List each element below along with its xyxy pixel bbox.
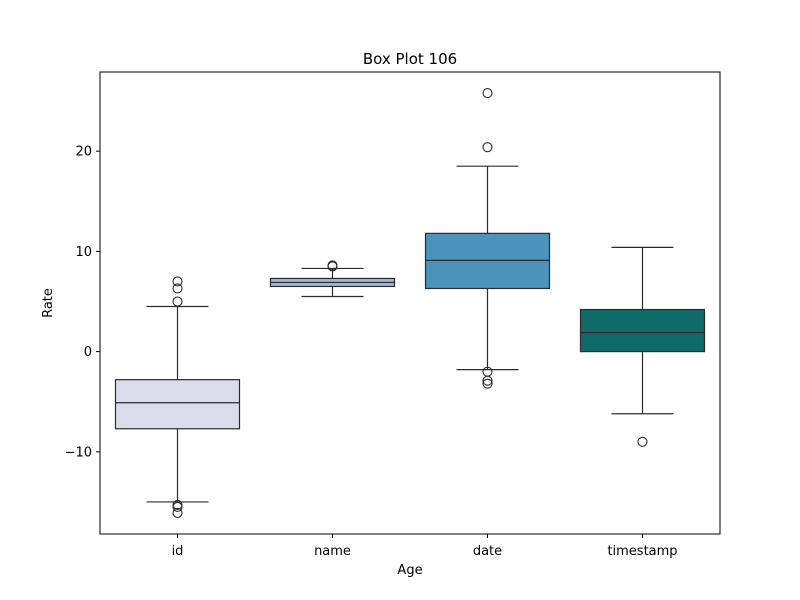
box-iqr: [114, 379, 241, 430]
x-axis: id name date timestamp: [172, 534, 678, 559]
axes-frame: [99, 71, 721, 535]
y-tick-label: 10: [75, 245, 92, 260]
box-id: [114, 276, 241, 519]
y-axis-label: Rate: [41, 288, 56, 318]
x-axis-label: Age: [397, 563, 422, 578]
x-tick-label: id: [172, 544, 184, 559]
plot-area: [114, 87, 706, 519]
box-iqr: [579, 308, 706, 353]
x-tick-label: name: [314, 544, 351, 559]
x-tick-label: date: [473, 544, 502, 559]
outlier-point: [482, 378, 493, 389]
outlier-point: [482, 375, 493, 386]
outlier-point: [637, 436, 648, 447]
box-name: [269, 260, 396, 298]
outlier-point: [172, 296, 183, 307]
y-axis: −10 0 10 20: [65, 145, 100, 460]
chart-title: Box Plot 106: [363, 50, 457, 68]
y-tick-label: 20: [75, 145, 92, 160]
outlier-point: [172, 501, 183, 512]
outlier-point: [327, 260, 338, 271]
outlier-point: [172, 283, 183, 294]
y-tick-label: 0: [84, 345, 92, 360]
outlier-point: [482, 87, 493, 99]
x-tick-label: timestamp: [607, 544, 677, 559]
outlier-point: [482, 142, 493, 153]
box-timestamp: [579, 246, 706, 447]
box-date: [424, 87, 551, 389]
outlier-point: [172, 507, 183, 519]
y-tick-label: −10: [65, 445, 92, 460]
outlier-point: [172, 276, 183, 287]
